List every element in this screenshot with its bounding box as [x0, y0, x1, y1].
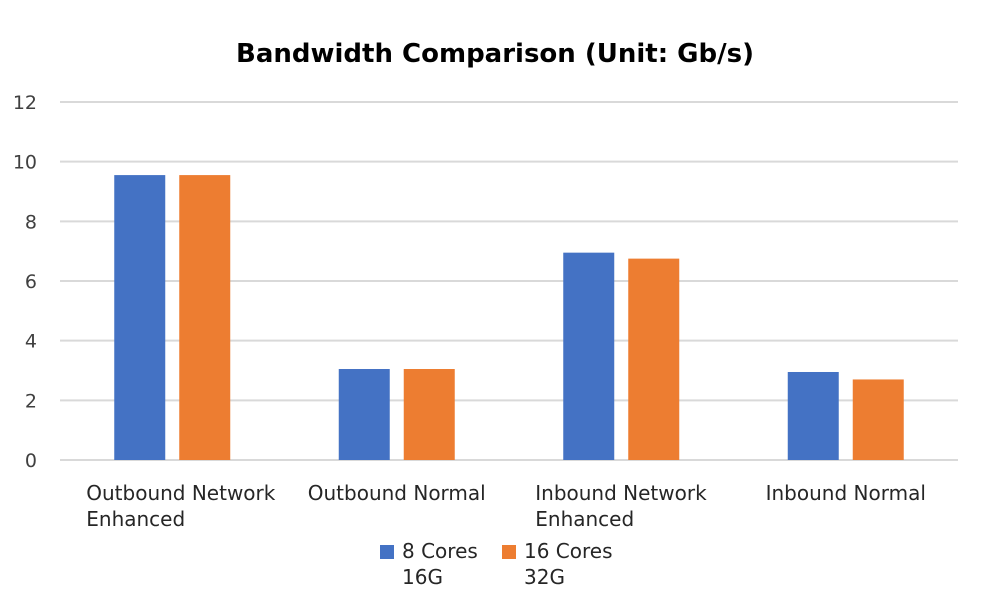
legend-label: 16 Cores 32G: [524, 539, 613, 589]
legend: 8 Cores 16G 16 Cores 32G: [380, 539, 613, 589]
legend-swatch: [502, 545, 516, 559]
y-tick-label: 6: [25, 271, 37, 293]
bar: [338, 369, 390, 460]
bar: [114, 175, 166, 460]
bar: [787, 371, 839, 460]
category-label: Outbound Network Enhanced: [86, 481, 276, 531]
category-label: Outbound Normal: [308, 481, 486, 505]
bar: [403, 369, 455, 460]
y-tick-label: 2: [25, 390, 37, 412]
bars: [114, 175, 904, 460]
y-tick-label: 12: [13, 92, 37, 114]
y-axis-ticks: 0 2 4 6 8 10 12: [13, 92, 37, 472]
x-axis-categories: Outbound Network Enhanced Outbound Normal I…: [86, 481, 926, 531]
y-tick-label: 10: [13, 152, 37, 174]
bar: [628, 258, 680, 460]
category-label: Inbound Normal: [766, 481, 926, 505]
bar: [852, 379, 904, 460]
y-tick-label: 4: [25, 331, 37, 353]
legend-label: 8 Cores 16G: [402, 539, 478, 589]
category-label: Inbound Network Enhanced: [535, 481, 707, 531]
chart-title: Bandwidth Comparison (Unit: Gb/s): [236, 39, 754, 69]
y-tick-label: 0: [25, 450, 37, 472]
legend-swatch: [380, 545, 394, 559]
bar: [563, 252, 615, 460]
y-tick-label: 8: [25, 211, 37, 233]
bar: [179, 175, 231, 460]
